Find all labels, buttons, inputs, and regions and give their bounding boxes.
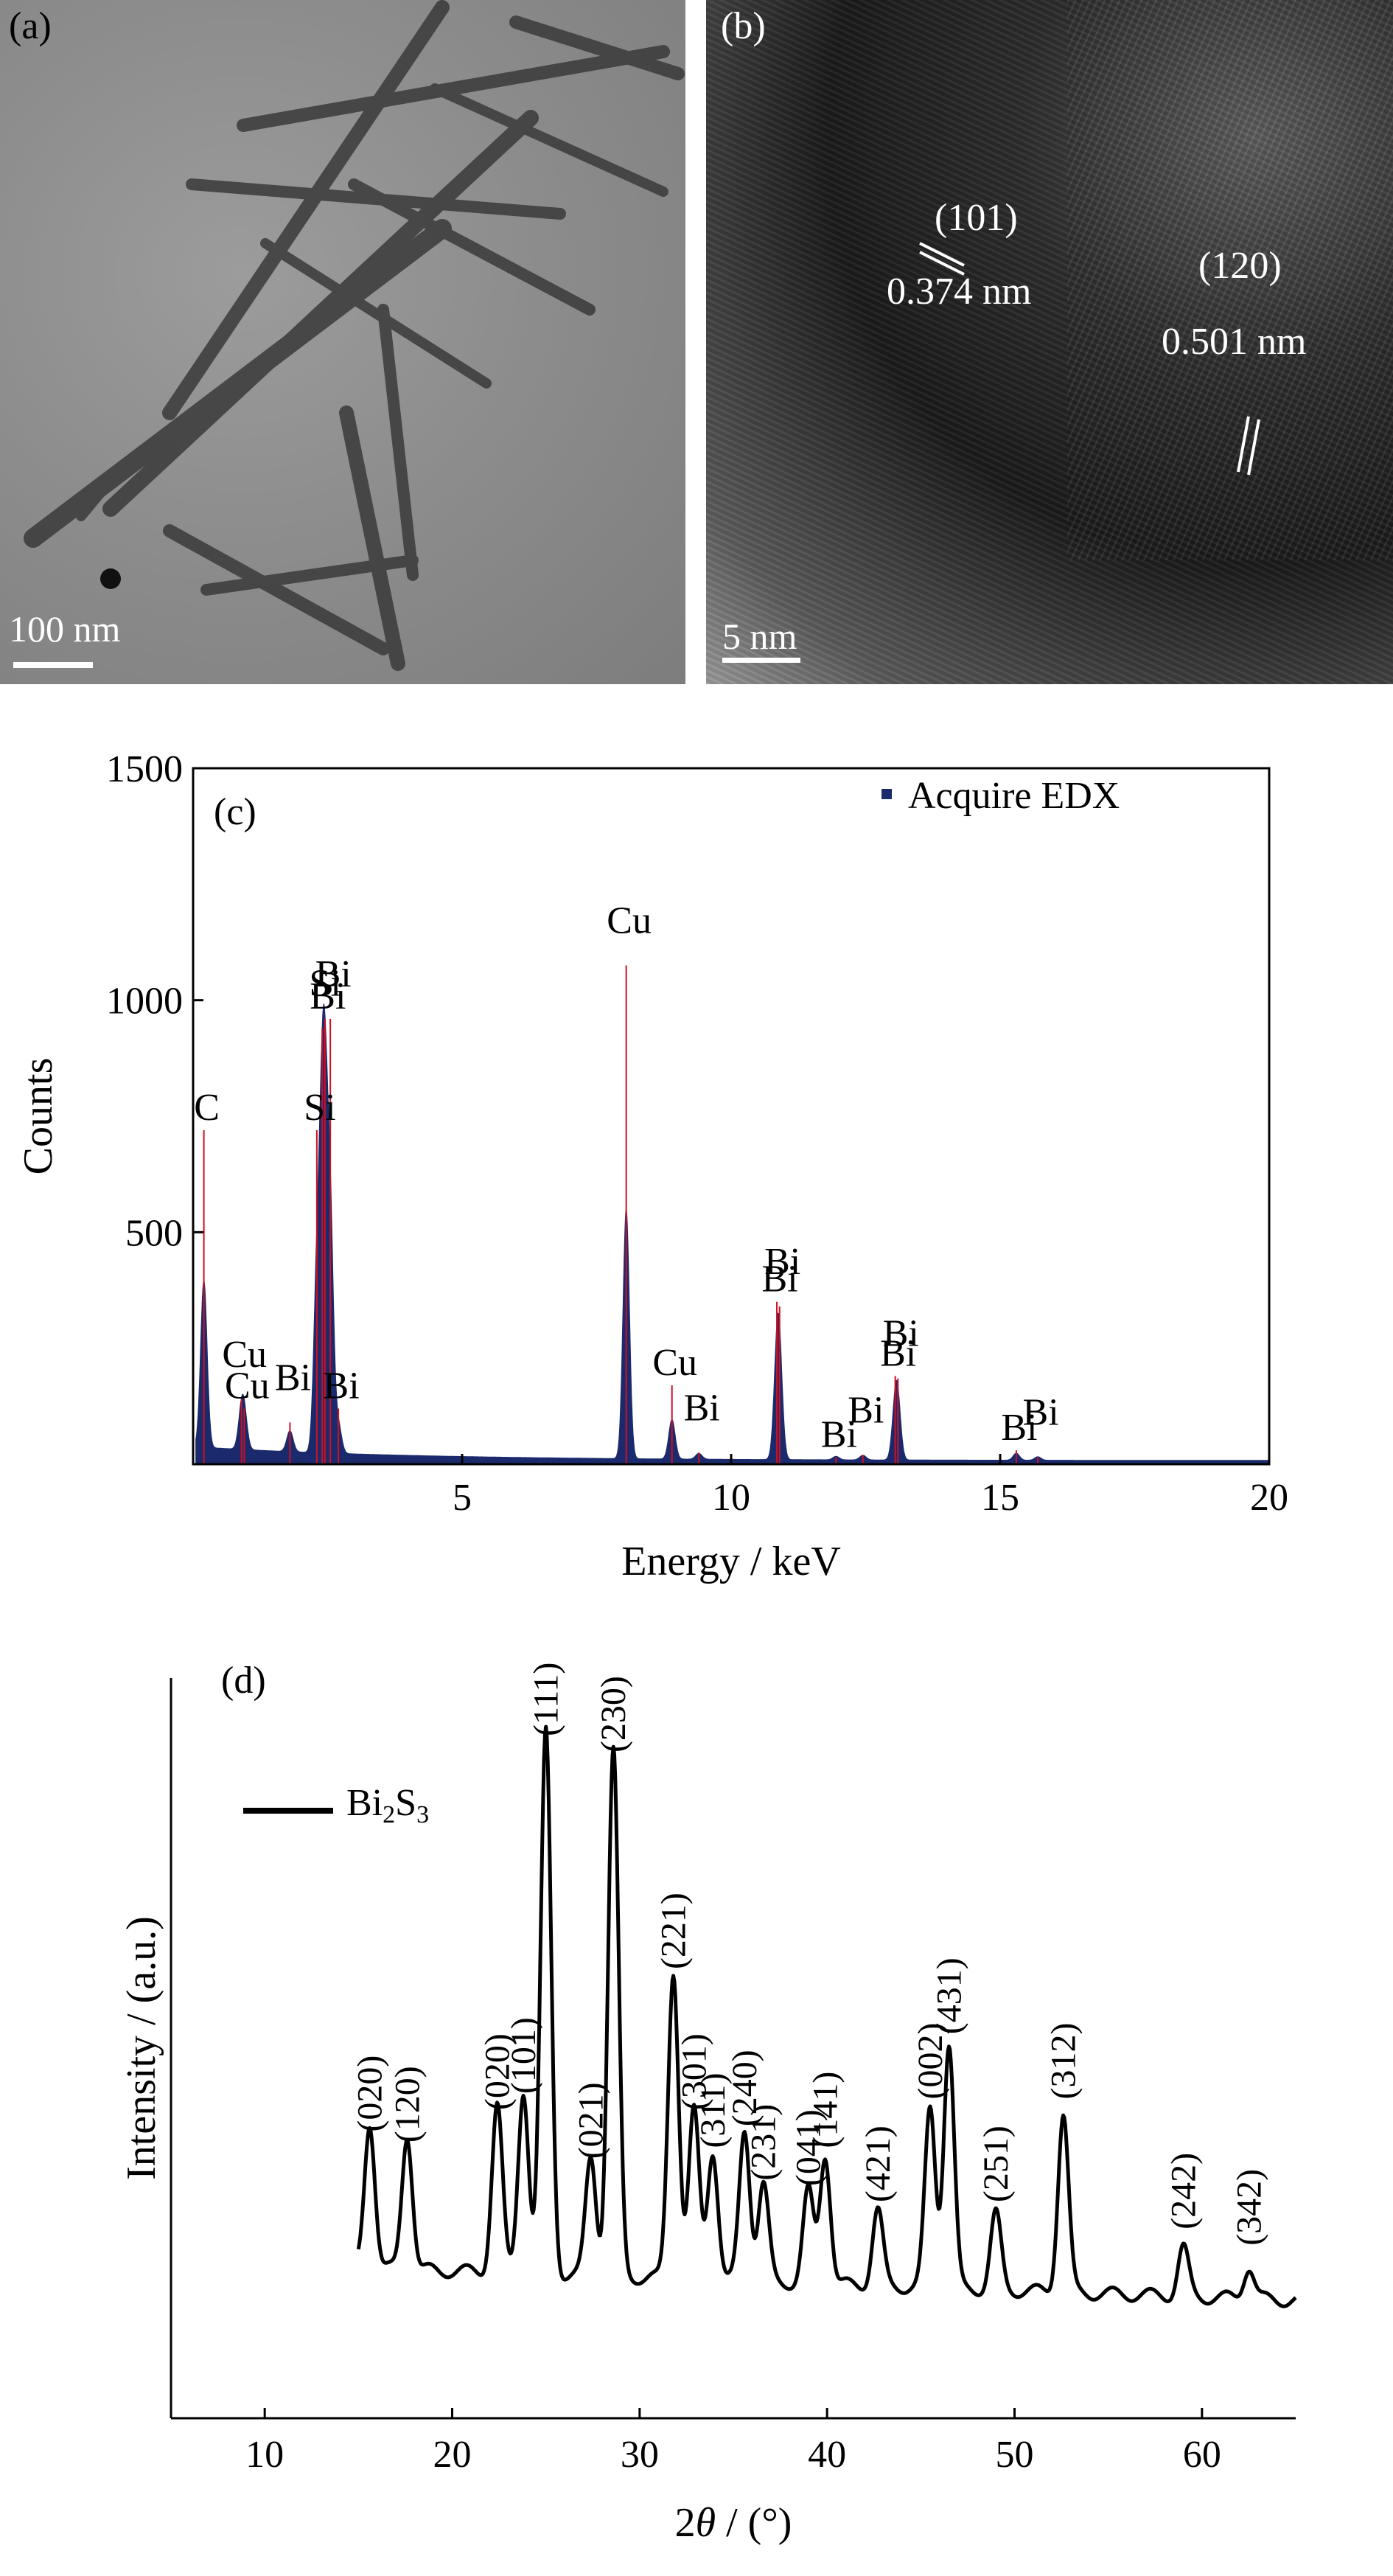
- spectrum-area: [195, 1003, 1270, 1465]
- peak-label: Bi: [764, 1241, 800, 1283]
- y-axis-label: Counts: [15, 1058, 61, 1175]
- x-tick-label: 60: [1183, 2434, 1221, 2476]
- peak-label: Bi: [684, 1387, 720, 1429]
- peak-hkl-label: (141): [806, 2072, 845, 2148]
- peak-hkl-label: (312): [1044, 2022, 1083, 2099]
- y-axis-label: Intensity / (a.u.): [119, 1916, 164, 2180]
- plane-label-101: (101): [935, 197, 1018, 239]
- peak-hkl-label: (021): [572, 2082, 611, 2159]
- peak-label: C: [194, 1087, 220, 1129]
- peak-label: Cu: [225, 1365, 270, 1407]
- x-tick-label: 20: [1250, 1477, 1288, 1519]
- peak-hkl-label: (221): [654, 1893, 694, 1969]
- x-tick-label: 5: [453, 1477, 472, 1519]
- peak-label: Bi: [315, 953, 352, 995]
- peak-label: Bi: [821, 1414, 857, 1456]
- x-axis-label: 2θ / (°): [675, 2500, 792, 2546]
- spacing-label-101: 0.374 nm: [887, 271, 1032, 313]
- peak-hkl-label: (240): [725, 2050, 764, 2126]
- peak-hkl-label: (041): [789, 2109, 828, 2186]
- peak-label: Si: [304, 1087, 335, 1129]
- peak-label: Cu: [222, 1334, 267, 1376]
- peak-label: Si: [310, 962, 341, 1004]
- x-tick-label: 40: [808, 2434, 846, 2476]
- peak-hkl-label: (020): [351, 2055, 390, 2132]
- peak-label: Bi: [1023, 1392, 1059, 1434]
- plane-label-120: (120): [1198, 245, 1282, 287]
- x-axis-label: Energy / keV: [621, 1539, 841, 1584]
- xrd-pattern-chart: 10 20 30 40 50 60(020)(120) (020)(101)(111)(02…: [119, 1660, 1297, 2546]
- peak-label: Bi: [275, 1357, 311, 1399]
- xrd-curve: [356, 1724, 1297, 2308]
- peak-hkl-label: (421): [859, 2126, 898, 2202]
- peak-hkl-label: (101): [504, 2017, 543, 2094]
- peak-hkl-label: (002): [911, 2022, 950, 2099]
- fringe-markers: [722, 242, 1260, 663]
- peak-hkl-label: (111): [527, 1663, 566, 1736]
- nanorods-drawing: [13, 0, 685, 671]
- peak-hkl-label: (311): [694, 2072, 733, 2148]
- peak-hkl-label: (231): [744, 2104, 783, 2181]
- peak-label: Bi: [848, 1389, 884, 1431]
- legend-marker: [881, 789, 892, 799]
- peak-label: Cu: [652, 1342, 697, 1384]
- y-tick-label: 500: [125, 1212, 183, 1254]
- x-tick-label: 30: [621, 2434, 659, 2476]
- peak-hkl-label: (020): [478, 2033, 517, 2110]
- scale-bar-label-a: 100 nm: [9, 608, 121, 650]
- peak-label: Bi: [324, 1365, 360, 1407]
- legend-label: Bi2S3: [346, 1782, 429, 1828]
- peak-label: Cu: [607, 899, 652, 941]
- peak-hkl-label: (342): [1229, 2169, 1268, 2246]
- peak-hkl-label: (230): [594, 1676, 633, 1752]
- scale-bar-label-b: 5 nm: [722, 616, 797, 657]
- tem-image-a: (a) 100 nm: [0, 0, 685, 684]
- panel-c-label: (c): [214, 791, 256, 833]
- panel-a-label: (a): [9, 5, 52, 47]
- y-tick-label: 1500: [106, 748, 183, 790]
- plot-frame: [192, 767, 1271, 1466]
- peak-label: Bi: [883, 1313, 919, 1355]
- x-tick-label: 15: [981, 1477, 1019, 1519]
- peak-hkl-label: (251): [977, 2126, 1016, 2202]
- lattice-fringes-2: [1067, 0, 1393, 560]
- peak-label: Bi: [761, 1259, 797, 1301]
- peak-label: Bi: [1001, 1407, 1037, 1449]
- y-tick-label: 1000: [106, 981, 183, 1023]
- x-tick-label: 10: [245, 2434, 284, 2476]
- peak-label: Bi: [310, 975, 346, 1017]
- panel-d-label: (d): [221, 1660, 266, 1702]
- hrtem-image-b: (b) (101) 0.374 nm (120) 0.501 nm 5 nm: [706, 0, 1393, 684]
- peak-hkl-label: (242): [1164, 2153, 1203, 2229]
- x-tick-label: 10: [712, 1477, 750, 1519]
- peak-label: Bi: [880, 1332, 916, 1374]
- panel-b-label: (b): [721, 5, 766, 47]
- peak-hkl-label: (301): [675, 2033, 714, 2110]
- peak-hkl-label: (120): [388, 2066, 427, 2142]
- x-tick-label: 20: [433, 2434, 472, 2476]
- peak-hkl-label: (431): [929, 1957, 968, 2034]
- spacing-label-120: 0.501 nm: [1162, 321, 1307, 363]
- lattice-fringes: [706, 0, 1393, 684]
- legend-label: Acquire EDX: [908, 775, 1120, 817]
- x-tick-label: 50: [996, 2434, 1034, 2476]
